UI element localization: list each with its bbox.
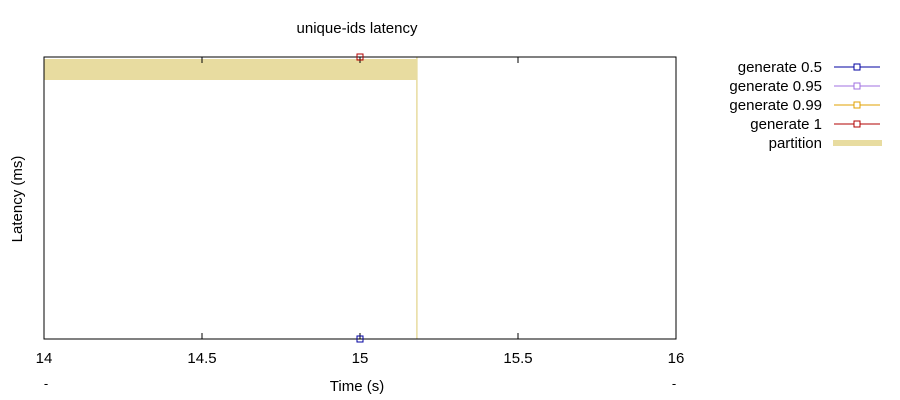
x-axis-ticks: 14 14.5 15 15.5 16 - - bbox=[36, 57, 685, 391]
legend-marker bbox=[853, 82, 861, 90]
legend: generate 0.5 generate 0.95 generate 0.99 ge… bbox=[729, 59, 882, 152]
partition-regions bbox=[44, 57, 418, 339]
chart-title: unique-ids latency bbox=[297, 20, 418, 37]
x2-tick-label: - bbox=[672, 376, 676, 391]
legend-label: partition bbox=[769, 135, 822, 152]
legend-label: generate 0.99 bbox=[729, 97, 822, 114]
x2-tick-label: - bbox=[44, 376, 48, 391]
legend-marker bbox=[853, 120, 861, 128]
legend-label: generate 0.95 bbox=[729, 78, 822, 95]
partition-band bbox=[44, 59, 417, 80]
legend-marker bbox=[853, 101, 861, 109]
x-tick-label: 14 bbox=[36, 350, 53, 367]
x-tick-label: 15.5 bbox=[503, 350, 532, 367]
legend-swatch bbox=[833, 140, 882, 146]
x-tick-label: 16 bbox=[668, 350, 685, 367]
y-axis-label: Latency (ms) bbox=[9, 156, 26, 243]
plot-frame bbox=[43, 56, 677, 340]
series-points bbox=[356, 53, 364, 343]
data-point bbox=[356, 335, 364, 343]
data-point bbox=[356, 53, 364, 61]
x-tick-label: 14.5 bbox=[187, 350, 216, 367]
legend-label: generate 0.5 bbox=[738, 59, 822, 76]
x-axis-label: Time (s) bbox=[330, 378, 384, 395]
x-tick-label: 15 bbox=[352, 350, 369, 367]
legend-label: generate 1 bbox=[750, 116, 822, 133]
legend-marker bbox=[853, 63, 861, 71]
